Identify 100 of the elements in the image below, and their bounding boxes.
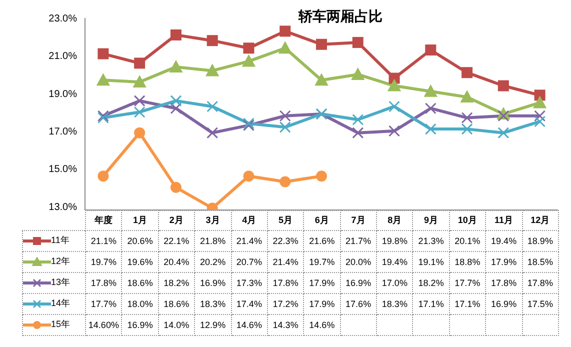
data-label: 20.4%	[158, 252, 195, 272]
point	[534, 110, 546, 122]
point	[388, 125, 400, 137]
point	[280, 26, 291, 37]
y-tick-label: 15.0%	[48, 164, 78, 176]
point	[170, 29, 182, 40]
data-label: 17.7%	[449, 272, 486, 294]
data-label: 17.8%	[522, 272, 558, 294]
data-label: 17.8%	[86, 272, 122, 294]
point	[242, 54, 256, 67]
point	[461, 123, 473, 135]
x-tick-label: 8月	[376, 210, 413, 230]
data-label: 14.60%	[86, 314, 122, 336]
point	[98, 170, 109, 182]
data-label: 18.3%	[194, 294, 231, 314]
data-label: 14.0%	[158, 314, 195, 336]
data-label: 16.9%	[122, 314, 158, 336]
data-label: 17.1%	[412, 294, 450, 314]
point	[316, 170, 327, 182]
data-label: 16.9%	[194, 272, 231, 294]
point	[315, 74, 328, 86]
data-label: 14.6%	[304, 314, 340, 336]
x-tick-label: 4月	[231, 210, 268, 230]
data-label: 17.0%	[376, 272, 413, 294]
point	[133, 76, 146, 88]
point	[206, 35, 218, 46]
point	[134, 95, 146, 107]
data-label: 14.3%	[267, 314, 304, 336]
x-tick-label: 11月	[486, 210, 522, 230]
data-label: 21.4%	[267, 252, 304, 272]
x-tick-label: 6月	[304, 210, 340, 230]
data-label: 21.3%	[412, 230, 450, 252]
data-label: 18.5%	[522, 252, 558, 272]
data-label: 17.9%	[486, 252, 522, 272]
data-label: 17.5%	[522, 294, 558, 314]
point	[170, 182, 182, 193]
y-tick-label: 17.0%	[48, 126, 78, 138]
point	[316, 38, 327, 50]
data-label: 17.4%	[231, 294, 268, 314]
point	[533, 96, 546, 108]
data-label: 17.8%	[486, 272, 522, 294]
data-label: 19.4%	[486, 230, 522, 252]
data-label: 17.1%	[449, 294, 486, 314]
point	[279, 110, 291, 122]
data-label: 21.6%	[304, 230, 340, 252]
point	[170, 102, 182, 114]
x-tick-label: 3月	[194, 210, 231, 230]
point	[243, 42, 254, 54]
point	[498, 80, 509, 92]
legend-label: 13年	[51, 276, 70, 290]
y-tick-label: 13.0%	[48, 202, 78, 213]
point	[352, 36, 364, 48]
x-tick-label: 10月	[449, 210, 486, 230]
x-tick-label: 5月	[267, 210, 304, 230]
x-tick-label: 7月	[340, 210, 376, 230]
data-label: 22.1%	[158, 230, 195, 252]
data-label: 17.6%	[340, 294, 376, 314]
point	[134, 127, 146, 138]
data-label: 18.9%	[522, 230, 558, 252]
point	[498, 127, 510, 139]
point	[388, 100, 400, 112]
data-label: 18.2%	[158, 272, 195, 294]
data-label: 18.3%	[376, 294, 413, 314]
data-label: 20.1%	[449, 230, 486, 252]
legend-label: 12年	[51, 255, 70, 268]
data-label: 18.6%	[158, 294, 195, 314]
data-label: 17.3%	[231, 272, 268, 294]
x-tick-label: 12月	[522, 210, 558, 230]
data-label: 12.9%	[194, 314, 231, 336]
y-tick-label: 19.0%	[48, 88, 78, 100]
point	[206, 127, 218, 139]
point	[498, 110, 510, 122]
data-label: 19.8%	[376, 230, 413, 252]
legend-label: 11年	[51, 234, 70, 248]
point	[424, 102, 436, 114]
data-label: 19.4%	[376, 252, 413, 272]
point	[351, 68, 364, 80]
data-label: 16.9%	[340, 272, 376, 294]
x-tick-label: 1月	[122, 210, 158, 230]
data-label: 17.2%	[267, 294, 304, 314]
data-label: 19.6%	[122, 252, 158, 272]
point	[534, 116, 546, 128]
x-tick-label: 9月	[412, 210, 450, 230]
data-label: 17.8%	[267, 272, 304, 294]
data-label: 21.8%	[194, 230, 231, 252]
data-label: 21.7%	[340, 230, 376, 252]
data-label: 17.9%	[304, 272, 340, 294]
data-label: 16.9%	[486, 294, 522, 314]
data-label: 20.0%	[340, 252, 376, 272]
y-tick-label: 21.0%	[48, 51, 78, 62]
data-label: 18.2%	[412, 272, 450, 294]
point	[98, 48, 109, 60]
point	[424, 123, 436, 135]
point	[96, 74, 110, 86]
point	[169, 60, 182, 72]
data-label: 19.7%	[86, 252, 122, 272]
point	[352, 127, 364, 139]
point	[424, 84, 438, 97]
data-label: 18.8%	[449, 252, 486, 272]
data-label: 22.3%	[267, 230, 304, 252]
